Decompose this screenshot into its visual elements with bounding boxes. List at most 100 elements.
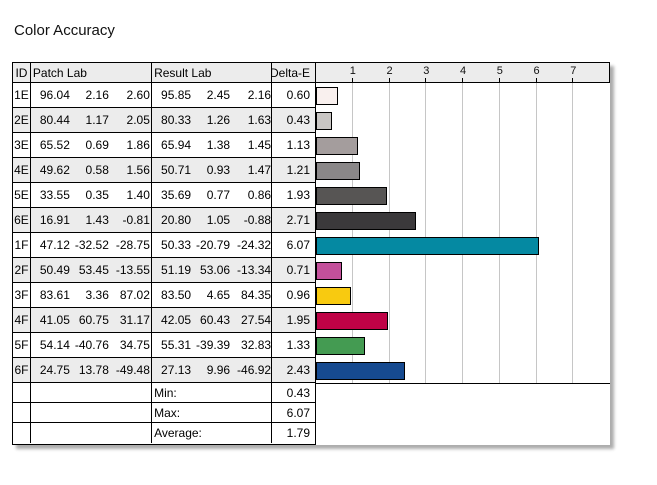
result-b-value: 1.63 [247, 113, 272, 127]
table-row: 4F 41.05 60.75 31.17 42.05 60.43 27.54 1.95 [13, 308, 315, 333]
delta-e-value: 0.43 [286, 113, 310, 127]
patch-lab-values: 50.49 53.45 -13.55 [31, 258, 153, 282]
patch-b-value: 1.56 [126, 163, 150, 177]
x-axis-tick-mark [462, 78, 463, 82]
result-b-value: -13.34 [237, 263, 272, 277]
result-l-value: 51.19 [161, 263, 192, 277]
row-id: 3E [13, 133, 31, 157]
delta-e-value: 1.13 [286, 138, 310, 152]
result-lab-values: 80.33 1.26 1.63 [152, 108, 273, 132]
delta-e-value: 6.07 [286, 238, 310, 252]
result-b-value: 2.16 [247, 88, 272, 102]
delta-e-value: 0.96 [286, 288, 310, 302]
result-l-value: 35.69 [161, 188, 192, 202]
x-axis-tick-label: 5 [496, 65, 503, 77]
delta-e-value: 1.33 [286, 338, 310, 352]
delta-e-bar [316, 336, 365, 355]
patch-lab-values: 49.62 0.58 1.56 [31, 158, 153, 182]
table-header-row: ID Patch Lab Result Lab Delta-E [13, 63, 315, 83]
patch-lab-values: 33.55 0.35 1.40 [31, 183, 153, 207]
patch-b-value: 87.02 [119, 288, 150, 302]
result-l-value: 65.94 [161, 138, 192, 152]
delta-e-value: 0.71 [286, 263, 310, 277]
result-b-value: 32.83 [241, 338, 272, 352]
patch-l-value: 49.62 [39, 163, 70, 177]
table-row: 6E 16.91 1.43 -0.81 20.80 1.05 -0.88 2.71 [13, 208, 315, 233]
col-header-result-lab: Result Lab [152, 63, 273, 82]
patch-l-value: 16.91 [39, 213, 70, 227]
patch-b-value: 2.05 [126, 113, 150, 127]
result-a-value: 0.93 [206, 163, 231, 177]
table-row: 1F 47.12 -32.52 -28.75 50.33 -20.79 -24.32 6… [13, 233, 315, 258]
table-row: 6F 24.75 13.78 -49.48 27.13 9.96 -46.92 2.43 [13, 358, 315, 383]
result-b-value: -24.32 [237, 238, 272, 252]
result-a-value: 1.38 [206, 138, 231, 152]
delta-e-bar [316, 111, 332, 130]
patch-l-value: 24.75 [39, 363, 70, 377]
patch-b-value: 2.60 [126, 88, 150, 102]
table-row: 3E 65.52 0.69 1.86 65.94 1.38 1.45 1.13 [13, 133, 315, 158]
row-id: 2E [13, 108, 31, 132]
col-header-delta-e: Delta-E [272, 65, 310, 80]
delta-e-bar-chart: 1 2 3 4 5 6 7 [316, 62, 610, 445]
row-id: 5F [13, 333, 31, 357]
summary-patch-cell [31, 423, 153, 443]
delta-e-bar [316, 211, 416, 230]
patch-lab-values: 80.44 1.17 2.05 [31, 108, 153, 132]
result-lab-values: 50.33 -20.79 -24.32 [152, 233, 273, 257]
result-a-value: 9.96 [206, 363, 231, 377]
result-b-value: 84.35 [241, 288, 272, 302]
result-b-value: -0.88 [243, 213, 272, 227]
row-id: 1E [13, 83, 31, 107]
result-l-value: 50.33 [161, 238, 192, 252]
result-lab-values: 95.85 2.45 2.16 [152, 83, 273, 107]
delta-e-bar [316, 161, 361, 180]
summary-min-label: Min: [152, 383, 273, 402]
delta-e-bar [316, 186, 387, 205]
table-row: 2F 50.49 53.45 -13.55 51.19 53.06 -13.34 0.7… [13, 258, 315, 283]
patch-a-value: 0.58 [85, 163, 109, 177]
result-a-value: -20.79 [196, 238, 231, 252]
gridline [498, 83, 500, 383]
summary-id-cell [13, 403, 31, 422]
delta-e-value: 1.95 [286, 313, 310, 327]
patch-l-value: 65.52 [39, 138, 70, 152]
summary-id-cell [13, 383, 31, 402]
delta-e-bar [316, 261, 343, 280]
result-lab-values: 35.69 0.77 0.86 [152, 183, 273, 207]
patch-lab-values: 24.75 13.78 -49.48 [31, 358, 153, 382]
result-a-value: 53.06 [200, 263, 231, 277]
table-row: 1E 96.04 2.16 2.60 95.85 2.45 2.16 0.60 [13, 83, 315, 108]
patch-l-value: 54.14 [39, 338, 70, 352]
delta-e-value: 0.60 [286, 88, 310, 102]
result-a-value: 2.45 [206, 88, 231, 102]
patch-b-value: -28.75 [115, 238, 150, 252]
patch-b-value: 1.86 [126, 138, 150, 152]
result-l-value: 20.80 [161, 213, 192, 227]
table-row: 5F 54.14 -40.76 34.75 55.31 -39.39 32.83 1.3… [13, 333, 315, 358]
gridline [425, 83, 427, 383]
x-axis-tick-label: 4 [459, 65, 467, 77]
summary-row-max: Max: 6.07 [13, 403, 315, 423]
gridline [535, 83, 537, 383]
patch-b-value: 31.17 [119, 313, 150, 327]
result-b-value: 1.47 [247, 163, 272, 177]
patch-b-value: -49.48 [115, 363, 150, 377]
row-id: 4E [13, 158, 31, 182]
table-row: 4E 49.62 0.58 1.56 50.71 0.93 1.47 1.21 [13, 158, 315, 183]
result-l-value: 50.71 [161, 163, 192, 177]
result-a-value: 1.26 [206, 113, 231, 127]
patch-lab-values: 16.91 1.43 -0.81 [31, 208, 153, 232]
patch-l-value: 50.49 [39, 263, 70, 277]
result-lab-values: 65.94 1.38 1.45 [152, 133, 273, 157]
result-l-value: 80.33 [161, 113, 192, 127]
gridline [572, 83, 574, 383]
patch-a-value: 3.36 [85, 288, 109, 302]
delta-e-value: 1.21 [286, 163, 310, 177]
patch-lab-values: 54.14 -40.76 34.75 [31, 333, 153, 357]
patch-a-value: 0.69 [85, 138, 109, 152]
delta-e-bar [316, 286, 352, 305]
result-a-value: 1.05 [206, 213, 231, 227]
patch-lab-values: 47.12 -32.52 -28.75 [31, 233, 153, 257]
result-lab-values: 55.31 -39.39 32.83 [152, 333, 273, 357]
